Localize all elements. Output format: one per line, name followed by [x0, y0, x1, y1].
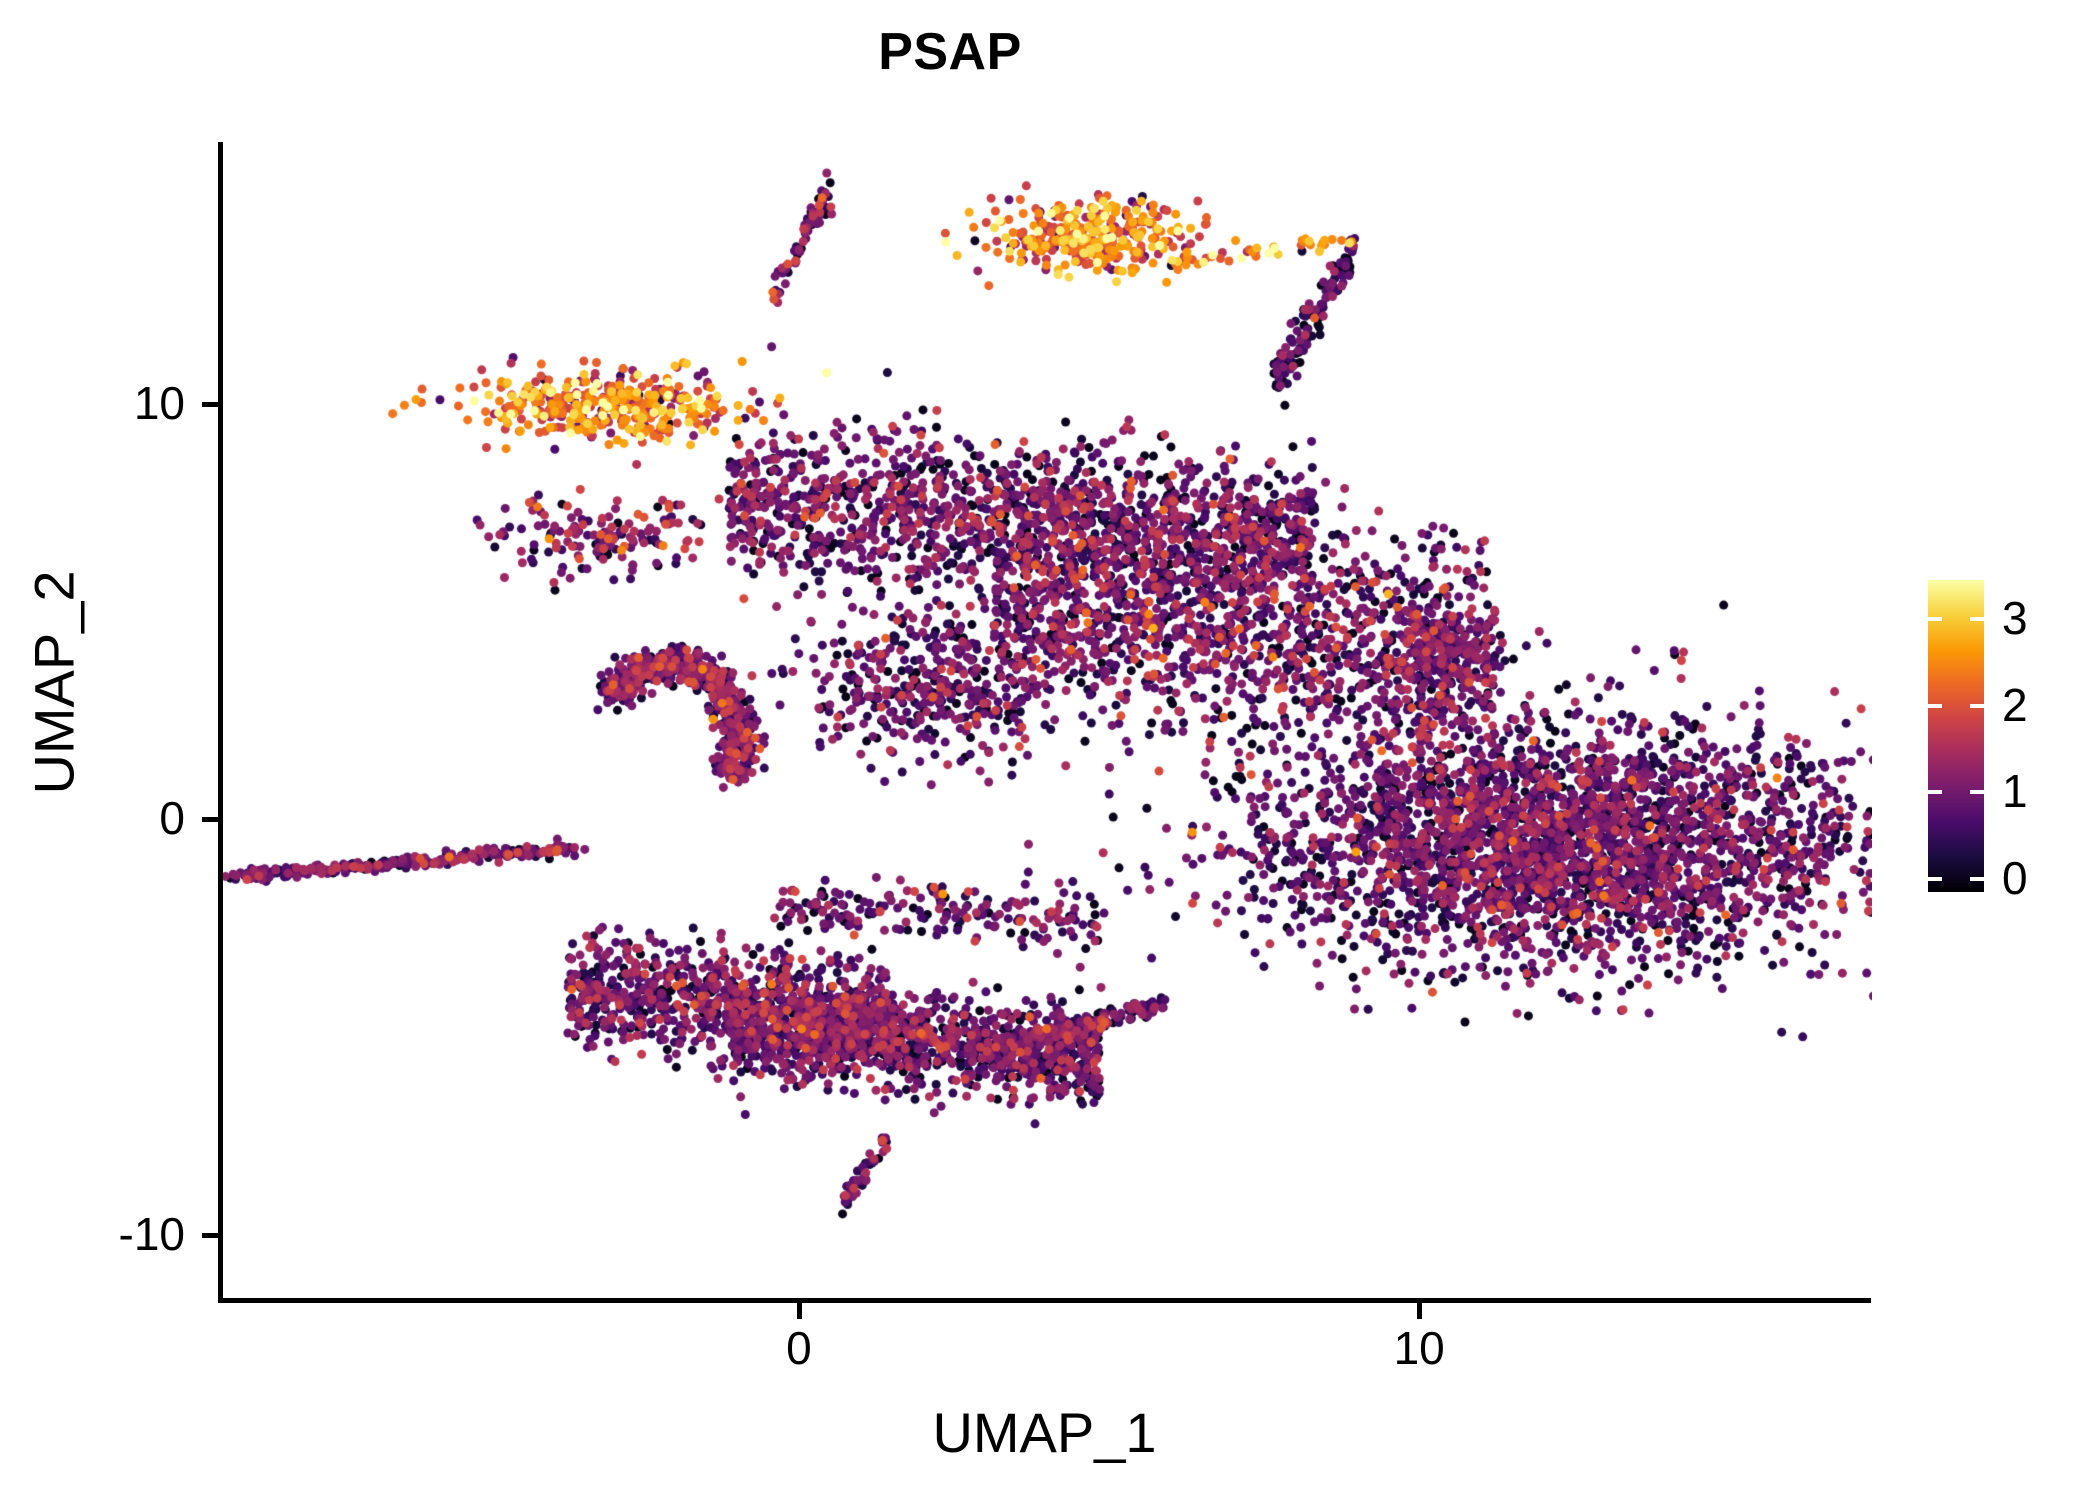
legend-label: 3	[2002, 592, 2028, 644]
legend-label: 0	[2002, 852, 2028, 904]
legend-tick-mark	[1928, 703, 1942, 708]
legend-colorbar	[1928, 580, 1984, 892]
legend-tick-mark	[1928, 617, 1942, 621]
plot-panel	[222, 142, 1872, 1301]
y-tick-mark	[202, 1232, 218, 1238]
y-tick-label: -10	[118, 1207, 185, 1260]
color-legend: 0 1 2 3	[1928, 580, 2088, 901]
scatter-plot-canvas	[222, 142, 1872, 1301]
y-axis-line	[218, 142, 223, 1303]
y-tick-mark	[202, 817, 218, 823]
y-tick-label: 10	[133, 376, 185, 429]
legend-label: 2	[2002, 678, 2028, 731]
y-axis-title: UMAP_2	[22, 570, 86, 795]
legend-tick-mark	[1970, 877, 1984, 881]
legend-tick-mark	[1970, 790, 1984, 795]
x-tick-label: 10	[1393, 1322, 1445, 1374]
x-axis-title: UMAP_1	[932, 1401, 1157, 1464]
x-axis-line	[218, 1298, 1871, 1303]
legend-tick-mark	[1970, 703, 1984, 708]
x-tick-label: 0	[786, 1322, 812, 1374]
y-tick-label: 0	[159, 792, 185, 845]
legend-tick-mark	[1928, 790, 1942, 795]
legend-label: 1	[2002, 765, 2028, 818]
x-tick-mark	[796, 1303, 802, 1319]
page-title: PSAP	[878, 23, 1022, 81]
legend-tick-mark	[1970, 617, 1984, 621]
x-tick-mark	[1417, 1303, 1423, 1319]
legend-tick-mark	[1928, 877, 1942, 881]
y-tick-mark	[202, 401, 218, 407]
